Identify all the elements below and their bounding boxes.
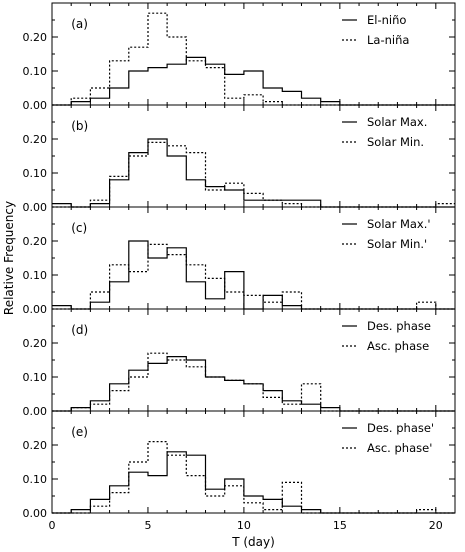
- legend-entry: Solar Min.: [367, 135, 424, 149]
- legend-entry: Solar Max.: [367, 115, 427, 129]
- legend-entry: Solar Min.': [367, 237, 427, 251]
- x-tick-label: 5: [144, 519, 151, 532]
- legend-entry: Asc. phase': [367, 441, 432, 455]
- panel-c: 0.00 0.10 0.20 (c) Solar Max.' Solar Min.': [23, 206, 456, 316]
- y-tick-label: 0.00: [23, 405, 48, 418]
- panel-label: (c): [71, 221, 87, 235]
- series-solid-line: [52, 138, 455, 208]
- series-solid-line: [52, 56, 455, 106]
- y-tick-label: 0.20: [23, 439, 48, 452]
- y-axis-title: Relative Frequency: [2, 201, 16, 315]
- legend-entry: Des. phase': [367, 421, 434, 435]
- panel-label: (b): [71, 119, 88, 133]
- panel-e: 0.00 0.10 0.20 (e) Des. phase' Asc. phase': [23, 410, 456, 520]
- legend-entry: La-niña: [367, 33, 409, 47]
- y-tick-label: 0.10: [23, 269, 48, 282]
- panel-label: (e): [71, 425, 88, 439]
- x-tick-label: 10: [237, 519, 251, 532]
- y-tick-label: 0.10: [23, 65, 48, 78]
- y-tick-label: 0.20: [23, 133, 48, 146]
- legend-entry: Des. phase: [367, 319, 431, 333]
- y-tick-label: 0.20: [23, 31, 48, 44]
- panel-b: 0.00 0.10 0.20 (b) Solar Max. Solar Min.: [23, 104, 456, 214]
- series-dotted-line: [52, 441, 455, 514]
- series-dotted-line: [52, 243, 455, 310]
- panel-label: (a): [71, 17, 88, 31]
- panel-a: 0.00 0.10 0.20 (a) El-niño La-niña: [23, 2, 456, 112]
- x-tick-label: 20: [429, 519, 443, 532]
- series-solid-line: [52, 451, 455, 514]
- panels-group: 0.00 0.10 0.20 (a) El-niño La-niña 0.00 0.10 0.2…: [23, 2, 456, 520]
- panel-label: (d): [71, 323, 88, 337]
- x-axis: 0 5 10 15 20: [49, 519, 443, 532]
- series-solid-line: [52, 240, 455, 310]
- y-tick-label: 0.20: [23, 337, 48, 350]
- x-tick-label: 0: [49, 519, 56, 532]
- series-dotted-line: [52, 141, 455, 208]
- y-tick-label: 0.10: [23, 371, 48, 384]
- panel-d: 0.00 0.10 0.20 (d) Des. phase Asc. phase: [23, 308, 456, 418]
- legend-entry: El-niño: [367, 13, 406, 27]
- y-tick-label: 0.10: [23, 473, 48, 486]
- y-tick-label: 0.00: [23, 201, 48, 214]
- x-axis-title: T (day): [231, 535, 275, 549]
- y-tick-label: 0.20: [23, 235, 48, 248]
- series-dotted-line: [52, 12, 455, 106]
- y-tick-label: 0.00: [23, 507, 48, 520]
- series-dotted-line: [52, 352, 455, 412]
- y-tick-label: 0.00: [23, 99, 48, 112]
- legend-entry: Solar Max.': [367, 217, 431, 231]
- y-tick-label: 0.10: [23, 167, 48, 180]
- legend-entry: Asc. phase: [367, 339, 429, 353]
- y-tick-label: 0.00: [23, 303, 48, 316]
- x-tick-label: 15: [333, 519, 347, 532]
